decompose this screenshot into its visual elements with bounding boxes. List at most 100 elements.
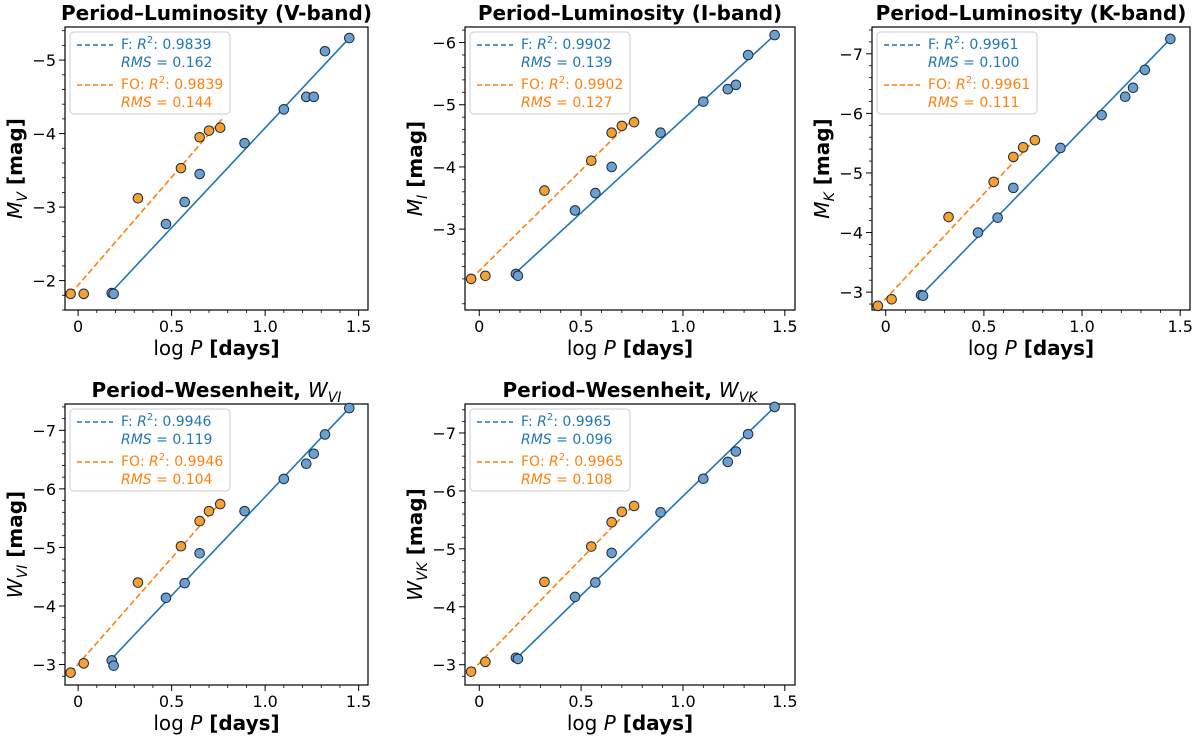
data-point-fo (214, 498, 226, 510)
y-axis-label-subscript: VI (15, 565, 31, 579)
x-tick-label: 1.0 (1069, 317, 1094, 336)
y-tick-label: −5 (432, 540, 456, 559)
chart-title-subscript: VK (739, 390, 760, 406)
y-tick-label: −5 (432, 96, 456, 115)
data-point-fo (1008, 151, 1019, 163)
y-tick-label: −7 (839, 45, 863, 64)
legend-rms: RMS = 0.119 (121, 432, 212, 448)
y-tick-label: −4 (32, 597, 56, 616)
data-point-fo (988, 176, 1000, 188)
legend-prefix: FO: (521, 77, 549, 93)
legend-r2-value: : 0.9965 (553, 414, 611, 430)
data-point-f (606, 547, 617, 559)
x-axis-label-unit: [days] (616, 711, 693, 735)
data-point-f (1096, 109, 1107, 121)
y-tick-label: −6 (432, 34, 456, 53)
legend-prefix: F: (928, 37, 944, 53)
legend-prefix: FO: (121, 77, 149, 93)
x-axis-label-unit: [days] (202, 336, 279, 360)
data-point-f (308, 448, 320, 460)
x-tick-label: 0.5 (159, 317, 184, 336)
x-axis-label: log P [days] (153, 336, 279, 360)
fit-line-fo (70, 118, 223, 295)
legend-frame (469, 31, 631, 115)
y-tick-label: −4 (839, 224, 863, 243)
data-point-fo (175, 162, 187, 174)
legend-r2-label: R (537, 37, 547, 53)
data-point-f (1008, 182, 1019, 194)
y-tick-label: −3 (32, 198, 56, 217)
data-point-f (742, 49, 754, 61)
legend-r2-superscript: 2 (147, 412, 153, 423)
legend-r2-value: : 0.9961 (960, 37, 1018, 53)
legend-prefix: F: (521, 414, 537, 430)
legend-frame (69, 31, 231, 115)
data-point-fo (203, 505, 215, 517)
chart-panel-1: Period–Luminosity (V-band) 0 0.5 1.0 1.5 −2 −3… (3, 1, 372, 360)
y-axis-label-symbol: M (3, 202, 27, 219)
fit-line-fo (70, 500, 223, 674)
data-point-f (108, 288, 119, 300)
legend-rms-label: RMS (121, 55, 152, 71)
x-axis-label-symbol: P (604, 336, 617, 360)
fit-line-fo (470, 115, 637, 280)
data-point-f (278, 104, 290, 115)
data-point-f (239, 137, 250, 149)
legend-rms-label: RMS (121, 472, 152, 488)
data-point-f (722, 456, 734, 468)
legend-frame (469, 408, 631, 492)
x-axis-label: log P [days] (153, 711, 279, 735)
x-axis-label-unit: [days] (202, 711, 279, 735)
y-axis-label-subscript: VK (415, 560, 431, 581)
data-point-f (590, 577, 601, 588)
legend-r2-label: R (549, 454, 559, 470)
data-point-f (194, 168, 205, 180)
x-tick-label: 1.5 (772, 692, 797, 711)
data-point-f (655, 127, 666, 139)
data-point-fo (214, 122, 226, 134)
legend-rms-label: RMS (521, 55, 552, 71)
y-tick-label: −3 (32, 656, 56, 675)
legend-r2-label: R (944, 37, 954, 53)
x-tick-label: 0.5 (159, 692, 184, 711)
data-point-f (1119, 91, 1131, 103)
legend-r2: FO: R2: 0.9902 (521, 75, 623, 93)
y-axis-label-subscript: K (822, 190, 838, 201)
data-point-f (1165, 33, 1176, 45)
data-point-fo (628, 500, 640, 512)
x-tick-label: 1.5 (772, 317, 797, 336)
chart-panel-2: Period–Luminosity (I-band) 0 0.5 1.0 1.5 −3 −4… (403, 1, 798, 360)
y-axis-label: MV [mag] (3, 118, 31, 219)
x-axis-label-log: log (567, 336, 604, 360)
legend-rms: RMS = 0.108 (521, 472, 612, 488)
data-point-f (972, 227, 984, 238)
data-point-f (308, 91, 320, 103)
legend-r2-superscript: 2 (966, 75, 972, 86)
fit-line-f (111, 407, 350, 660)
data-point-f (1055, 142, 1066, 154)
data-point-fo (480, 656, 491, 668)
legend-prefix: F: (521, 37, 537, 53)
y-tick-label: −4 (432, 598, 456, 617)
x-axis-label: log P [days] (968, 336, 1094, 360)
y-tick-label: −7 (32, 421, 56, 440)
legend-rms-label: RMS (121, 432, 152, 448)
x-axis-label-symbol: P (190, 711, 203, 735)
y-tick-label: −5 (32, 51, 56, 70)
data-point-f (179, 577, 191, 589)
x-tick-label: 1.0 (670, 692, 695, 711)
y-axis-label-unit: [mag] (810, 118, 834, 192)
x-axis-label: log P [days] (567, 711, 693, 735)
data-point-fo (65, 667, 76, 679)
data-point-f (319, 429, 331, 440)
legend-rms-value: = 0.139 (552, 55, 613, 71)
y-axis-label: WVK [mag] (403, 488, 431, 600)
